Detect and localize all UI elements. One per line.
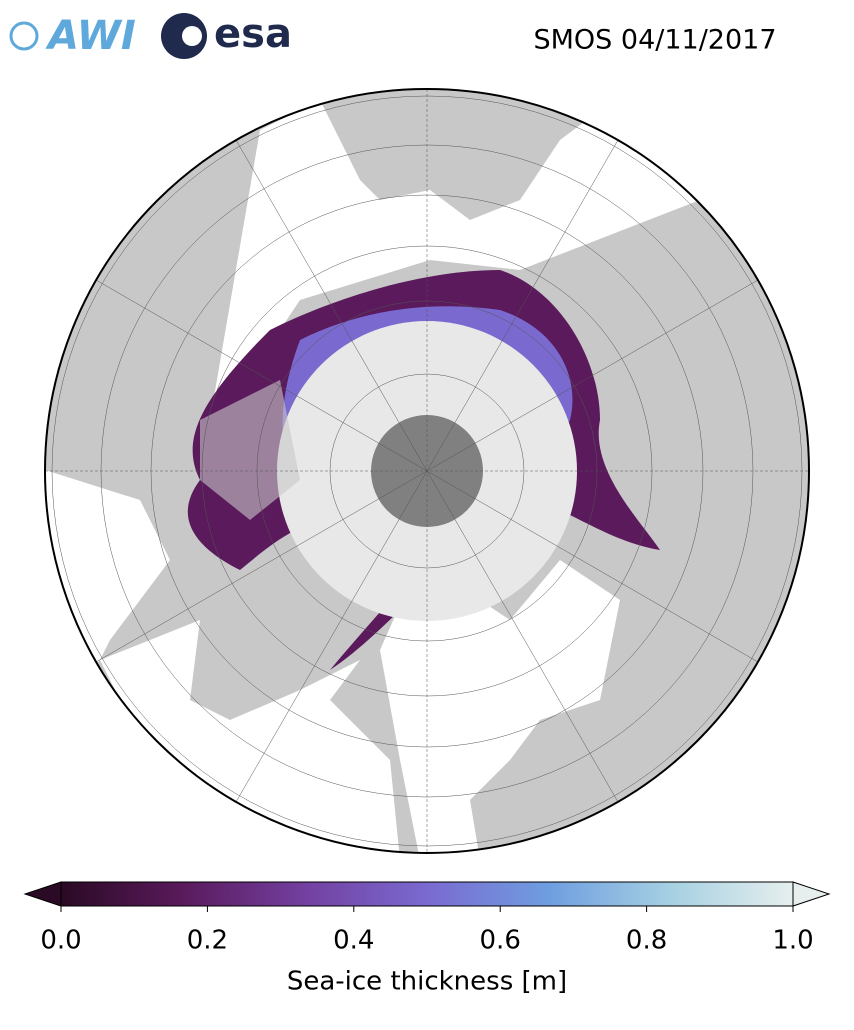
colorbar-label: Sea-ice thickness [m] [287, 967, 567, 997]
colorbar-tick-label: 0.8 [626, 926, 667, 956]
pacific-arctic [210, 100, 700, 420]
barents-sea [380, 560, 620, 853]
colorbar-tick-label: 0.0 [40, 926, 81, 956]
esa-logo-mark-inner [182, 26, 202, 46]
map-boundary [44, 88, 810, 854]
graticule [45, 89, 809, 853]
colorbar-tick-label: 0.2 [187, 926, 228, 956]
colorbar-extend-low [23, 881, 62, 907]
colorbar-extend-high [792, 881, 831, 907]
map-title: SMOS 04/11/2017 [533, 25, 776, 56]
esa-logo: esa [214, 11, 292, 57]
colorbar [23, 881, 831, 907]
archipelago [200, 380, 300, 520]
atlantic [100, 620, 400, 853]
awi-logo-mark [9, 21, 39, 51]
colorbar-tick-label: 0.4 [333, 926, 374, 956]
awi-logo: AWI [45, 13, 136, 59]
map [45, 89, 809, 853]
colorbar-ramp [60, 881, 794, 907]
logos: AWI esa [9, 11, 292, 59]
colorbar-tick-label: 0.6 [480, 926, 521, 956]
colorbar-tick-label: 1.0 [772, 926, 813, 956]
